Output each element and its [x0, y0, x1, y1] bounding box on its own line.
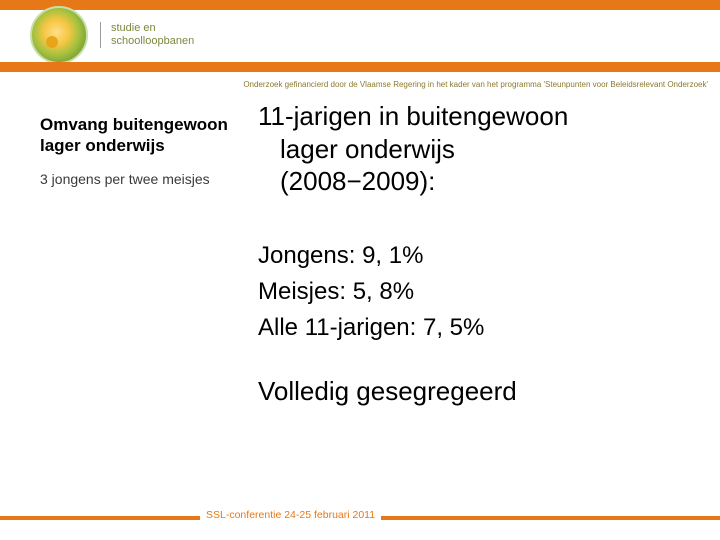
- right-column: 11-jarigen in buitengewoon lager onderwi…: [258, 100, 710, 407]
- headline-line3: (2008−2009):: [258, 165, 710, 198]
- logo-text: studie en schoolloopbanen: [100, 22, 194, 48]
- stat-jongens-value: 9, 1%: [362, 242, 423, 269]
- stat-alle: Alle 11-jarigen: 7, 5%: [258, 310, 710, 346]
- logo: studie en schoolloopbanen: [30, 6, 194, 64]
- logo-text-line1: studie en: [111, 22, 156, 34]
- stat-jongens: Jongens: 9, 1%: [258, 238, 710, 274]
- footer-text: SSL-conferentie 24-25 februari 2011: [200, 509, 381, 521]
- left-title: Omvang buitengewoon lager onderwijs: [40, 114, 250, 157]
- headline-line2: lager onderwijs: [258, 133, 710, 166]
- header-bar-bottom: [0, 62, 720, 72]
- stats-block: Jongens: 9, 1% Meisjes: 5, 8% Alle 11-ja…: [258, 238, 710, 346]
- header: studie en schoolloopbanen: [0, 0, 720, 72]
- left-title-line2: lager onderwijs: [40, 136, 165, 155]
- left-title-line1: Omvang buitengewoon: [40, 115, 228, 134]
- footer: SSL-conferentie 24-25 februari 2011: [0, 516, 720, 520]
- logo-text-line2: schoolloopbanen: [111, 35, 194, 47]
- stat-meisjes: Meisjes: 5, 8%: [258, 274, 710, 310]
- logo-icon: [30, 6, 88, 64]
- headline: 11-jarigen in buitengewoon lager onderwi…: [258, 100, 710, 198]
- left-subtitle: 3 jongens per twee meisjes: [40, 171, 250, 187]
- stat-alle-label: Alle 11-jarigen:: [258, 314, 416, 341]
- left-column: Omvang buitengewoon lager onderwijs 3 jo…: [40, 100, 250, 407]
- sponsor-line: Onderzoek gefinancierd door de Vlaamse R…: [0, 80, 720, 89]
- stat-alle-value: 7, 5%: [423, 314, 484, 341]
- segregation-line: Volledig gesegregeerd: [258, 376, 710, 407]
- stat-jongens-label: Jongens:: [258, 242, 355, 269]
- headline-line1: 11-jarigen in buitengewoon: [258, 101, 568, 131]
- stat-meisjes-value: 5, 8%: [353, 278, 414, 305]
- stat-meisjes-label: Meisjes:: [258, 278, 346, 305]
- main-content: Omvang buitengewoon lager onderwijs 3 jo…: [0, 100, 720, 407]
